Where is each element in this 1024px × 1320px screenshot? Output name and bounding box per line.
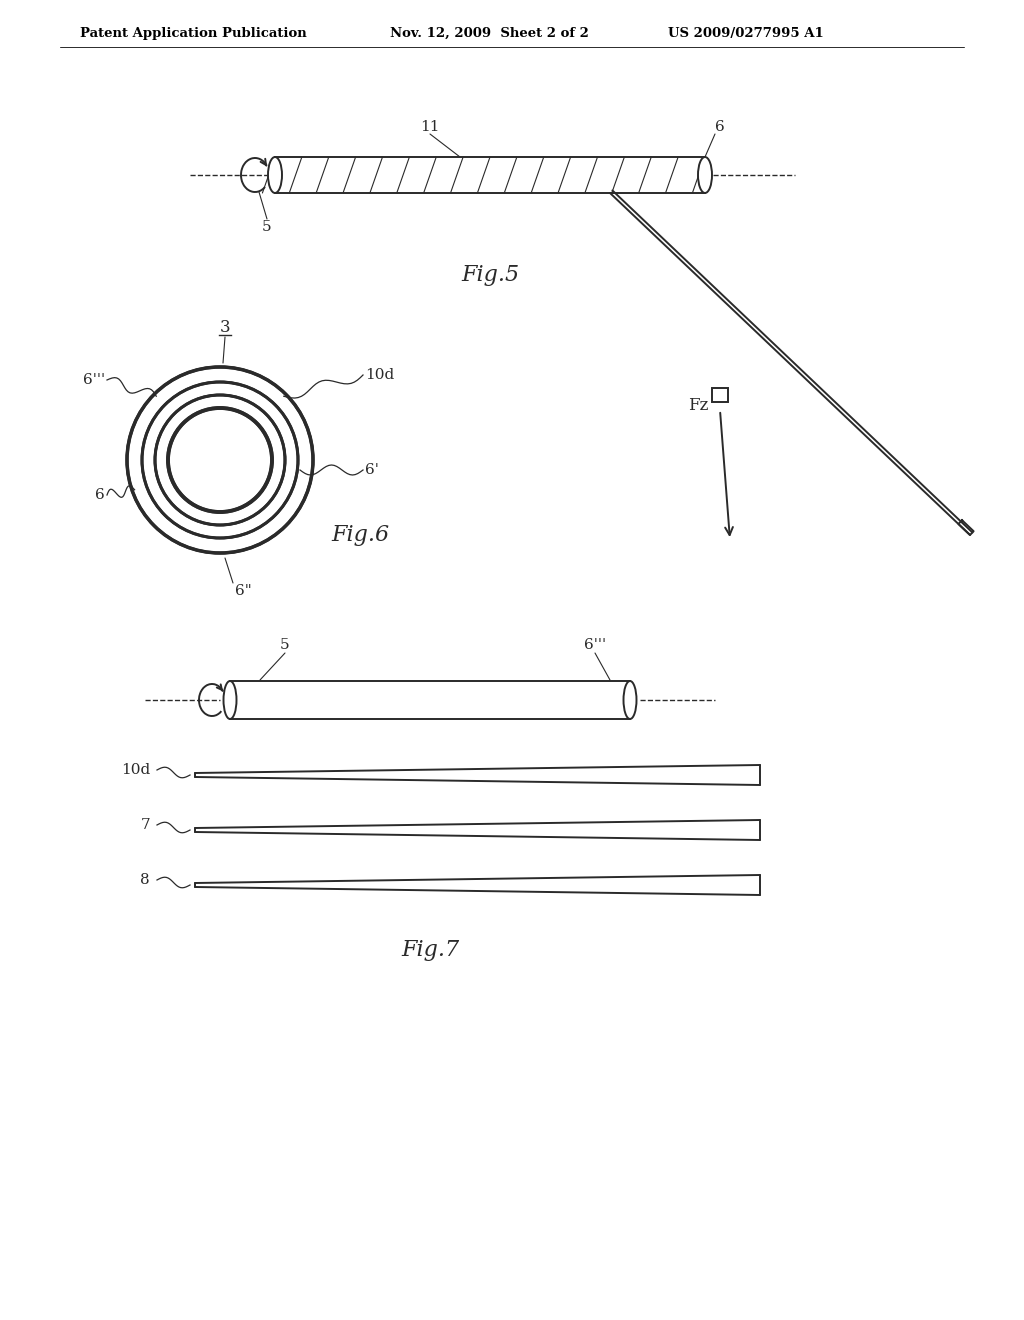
Text: Fz: Fz — [688, 396, 709, 413]
Ellipse shape — [135, 375, 304, 544]
Text: 6": 6" — [234, 583, 252, 598]
Text: 10d: 10d — [365, 368, 394, 381]
Text: Nov. 12, 2009  Sheet 2 of 2: Nov. 12, 2009 Sheet 2 of 2 — [390, 26, 589, 40]
Text: Fig.5: Fig.5 — [461, 264, 519, 286]
Bar — [712, 388, 728, 403]
Polygon shape — [195, 875, 760, 895]
Ellipse shape — [150, 389, 291, 531]
Text: 3: 3 — [220, 318, 230, 335]
Text: 8: 8 — [140, 873, 150, 887]
Text: 11: 11 — [420, 120, 439, 135]
Ellipse shape — [624, 681, 637, 719]
Text: Fig.6: Fig.6 — [331, 524, 389, 546]
Ellipse shape — [223, 681, 237, 719]
Text: 6: 6 — [715, 120, 725, 135]
Text: Patent Application Publication: Patent Application Publication — [80, 26, 307, 40]
Text: 6': 6' — [365, 463, 379, 477]
Polygon shape — [195, 820, 760, 840]
Text: 6: 6 — [95, 488, 105, 502]
Ellipse shape — [169, 409, 271, 511]
Text: 7: 7 — [140, 818, 150, 832]
Text: 5: 5 — [262, 220, 271, 234]
Ellipse shape — [163, 403, 278, 517]
Ellipse shape — [698, 157, 712, 193]
Text: 5: 5 — [281, 638, 290, 652]
Text: 6''': 6''' — [83, 374, 105, 387]
Text: Fig.7: Fig.7 — [401, 939, 459, 961]
Text: 6''': 6''' — [584, 638, 606, 652]
Text: US 2009/0277995 A1: US 2009/0277995 A1 — [668, 26, 823, 40]
Text: 10d: 10d — [121, 763, 150, 777]
Ellipse shape — [268, 157, 282, 193]
Polygon shape — [195, 766, 760, 785]
